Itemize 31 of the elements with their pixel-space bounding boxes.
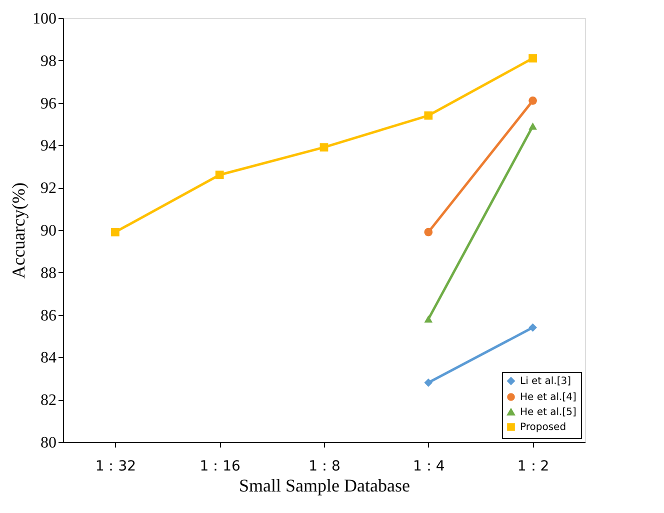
- y-tick-label: 88: [40, 264, 56, 282]
- point: [320, 143, 328, 152]
- legend-label: He et al.[4]: [520, 392, 576, 403]
- point: [111, 228, 120, 236]
- x-tick-label: 1：4: [412, 458, 445, 474]
- point: [424, 228, 433, 236]
- y-tick-label: 86: [40, 307, 56, 324]
- y-tick-label: 80: [40, 434, 56, 452]
- y-tick-label: 96: [40, 95, 56, 112]
- x-tick-label: 1：16: [200, 458, 241, 474]
- point: [528, 323, 537, 332]
- point: [215, 170, 224, 180]
- x-tick-label: 1：2: [517, 458, 550, 474]
- x-tick-label: 1：32: [95, 458, 136, 474]
- point: [424, 111, 433, 120]
- y-axis-title: Accuarcy(%): [8, 182, 28, 278]
- x-tick-label: 1：8: [308, 458, 340, 474]
- y-tick-label: 82: [40, 392, 56, 410]
- legend-label: Li et al.[3]: [520, 376, 572, 387]
- y-tick-label: 84: [40, 350, 56, 367]
- y-tick-label: 100: [32, 10, 56, 28]
- legend-label: He et al.[5]: [520, 407, 576, 418]
- legend-label: Proposed: [520, 422, 566, 433]
- point: [424, 378, 433, 387]
- y-tick-label: 92: [40, 180, 56, 198]
- point: [528, 96, 537, 105]
- point: [528, 54, 537, 62]
- y-tick-label: 98: [40, 52, 56, 70]
- y-tick-label: 90: [40, 222, 56, 240]
- y-tick-label: 94: [40, 138, 56, 155]
- x-axis-title: Small Sample Database: [239, 476, 410, 496]
